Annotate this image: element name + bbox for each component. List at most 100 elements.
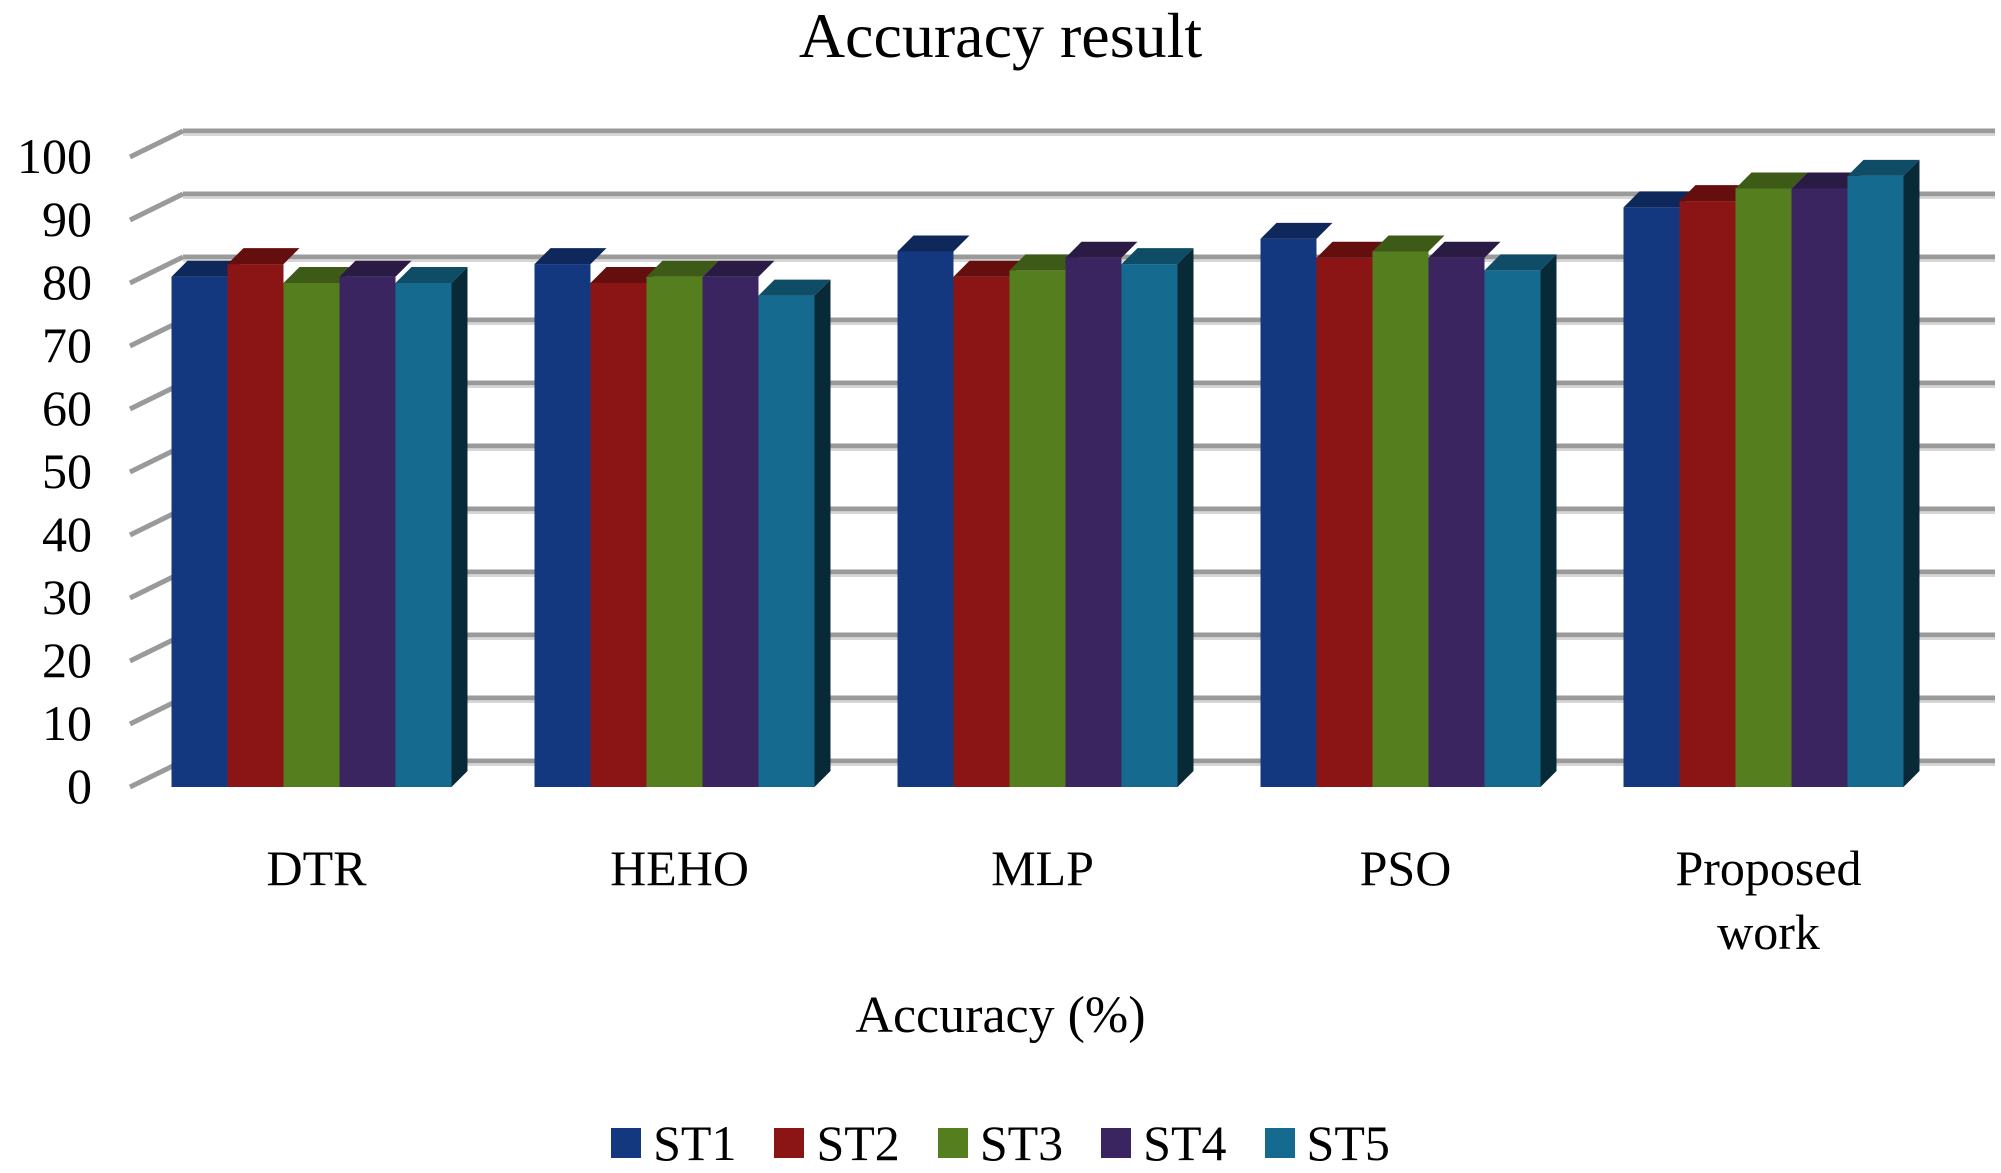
gridline-diagonal [128, 128, 185, 160]
legend-swatch [1101, 1128, 1132, 1158]
bar-front [171, 276, 228, 787]
bar-ST4-0 [339, 260, 412, 787]
bar-ST5-0 [395, 267, 468, 787]
x-tick-label: HEHO [610, 840, 749, 896]
bar-front [590, 283, 647, 787]
bar-ST4-3 [1428, 241, 1501, 787]
legend-label: ST5 [1306, 1115, 1390, 1171]
bar-ST3-0 [283, 267, 356, 787]
bar-top [646, 260, 719, 277]
legend-item: ST2 [774, 1115, 900, 1171]
bar-top [1009, 254, 1082, 271]
bar-front [1260, 238, 1317, 787]
bar-top [897, 235, 970, 252]
bar-ST5-1 [758, 279, 831, 787]
bar-front [1484, 270, 1541, 787]
bar-top [1735, 172, 1808, 189]
bar-ST2-1 [590, 267, 663, 787]
x-tick-label: DTR [267, 840, 368, 896]
bar-ST3-3 [1372, 235, 1445, 787]
legend-label: ST4 [1143, 1115, 1227, 1171]
bar-top [1316, 241, 1389, 258]
bar-ST2-0 [227, 248, 300, 788]
bar-ST2-2 [953, 260, 1026, 787]
gridline-diagonal [128, 191, 185, 223]
bar-ST4-2 [1065, 241, 1138, 787]
bar-top [1121, 248, 1194, 265]
legend-swatch [774, 1128, 805, 1158]
bar-side [1177, 248, 1194, 788]
bar-ST1-4 [1623, 191, 1696, 787]
y-tick-label: 30 [42, 569, 92, 625]
bar-top [1372, 235, 1445, 252]
y-tick-label: 0 [67, 758, 92, 814]
bar-ST1-0 [171, 260, 244, 787]
y-tick-label: 10 [42, 695, 92, 751]
bar-top [1065, 241, 1138, 258]
bars [171, 159, 1920, 788]
bar-front [227, 264, 284, 788]
bar-front [646, 276, 703, 787]
bar-ST5-3 [1484, 254, 1557, 787]
legend-swatch [611, 1128, 642, 1158]
bar-side [451, 267, 468, 787]
legend-item: ST3 [937, 1118, 1063, 1168]
bar-front [1735, 188, 1792, 787]
bar-front [1121, 264, 1178, 788]
bar-ST5-4 [1847, 159, 1920, 787]
bar-ST3-2 [1009, 254, 1082, 787]
bar-front [1679, 201, 1736, 788]
x-tick-label: PSO [1360, 840, 1452, 896]
bar-front [283, 283, 340, 787]
bar-side [814, 279, 831, 787]
bar-top [171, 260, 244, 277]
bar-front [1428, 257, 1485, 787]
bar-top [534, 248, 607, 265]
bar-front [758, 295, 815, 787]
y-tick-label: 100 [17, 128, 92, 184]
x-tick-label: MLP [991, 840, 1094, 896]
bar-top [758, 279, 831, 296]
y-tick-label: 40 [42, 506, 92, 562]
bar-front [1316, 257, 1373, 787]
bar-side [1903, 159, 1920, 787]
bar-ST2-3 [1316, 241, 1389, 787]
chart-title: Accuracy result [798, 0, 1203, 71]
y-tick-label: 50 [42, 443, 92, 499]
bar-ST1-3 [1260, 222, 1333, 787]
bar-front [1623, 207, 1680, 787]
legend-label: ST2 [816, 1115, 900, 1171]
x-axis-categories: DTR HEHO MLP PSO Proposed work [267, 840, 1862, 960]
bar-side [1540, 254, 1557, 787]
y-tick-label: 20 [42, 632, 92, 688]
legend-item: ST5 [1264, 1115, 1390, 1171]
bar-top [227, 248, 300, 265]
bar-ST4-4 [1791, 172, 1864, 787]
bar-ST3-1 [646, 260, 719, 787]
legend-item: ST1 [611, 1118, 736, 1168]
x-axis-label: Accuracy (%) [855, 987, 1146, 1044]
x-tick-label: Proposed work [1675, 840, 1861, 960]
bar-front [1372, 251, 1429, 787]
bar-front [1065, 257, 1122, 787]
bar-front [395, 283, 452, 787]
bar-front [702, 276, 759, 787]
legend-item: ST4 [1101, 1115, 1227, 1171]
y-tick-label: 70 [42, 317, 92, 373]
bar-ST4-1 [702, 260, 775, 787]
legend-label: ST1 [653, 1115, 737, 1171]
bar-front [1791, 188, 1848, 787]
bar-front [1009, 270, 1066, 787]
gridline-diagonal [128, 254, 185, 286]
y-tick-label: 60 [42, 380, 92, 436]
legend-swatch [1264, 1128, 1295, 1158]
bar-ST3-4 [1735, 172, 1808, 787]
bar-top [1623, 191, 1696, 208]
legend: ST1 ST2 ST3 ST4 ST5 [0, 1118, 2001, 1168]
bar-ST2-4 [1679, 185, 1752, 788]
bar-front [534, 264, 591, 788]
bar-top [1679, 185, 1752, 202]
legend-swatch [937, 1128, 968, 1158]
bar-top [1484, 254, 1557, 271]
